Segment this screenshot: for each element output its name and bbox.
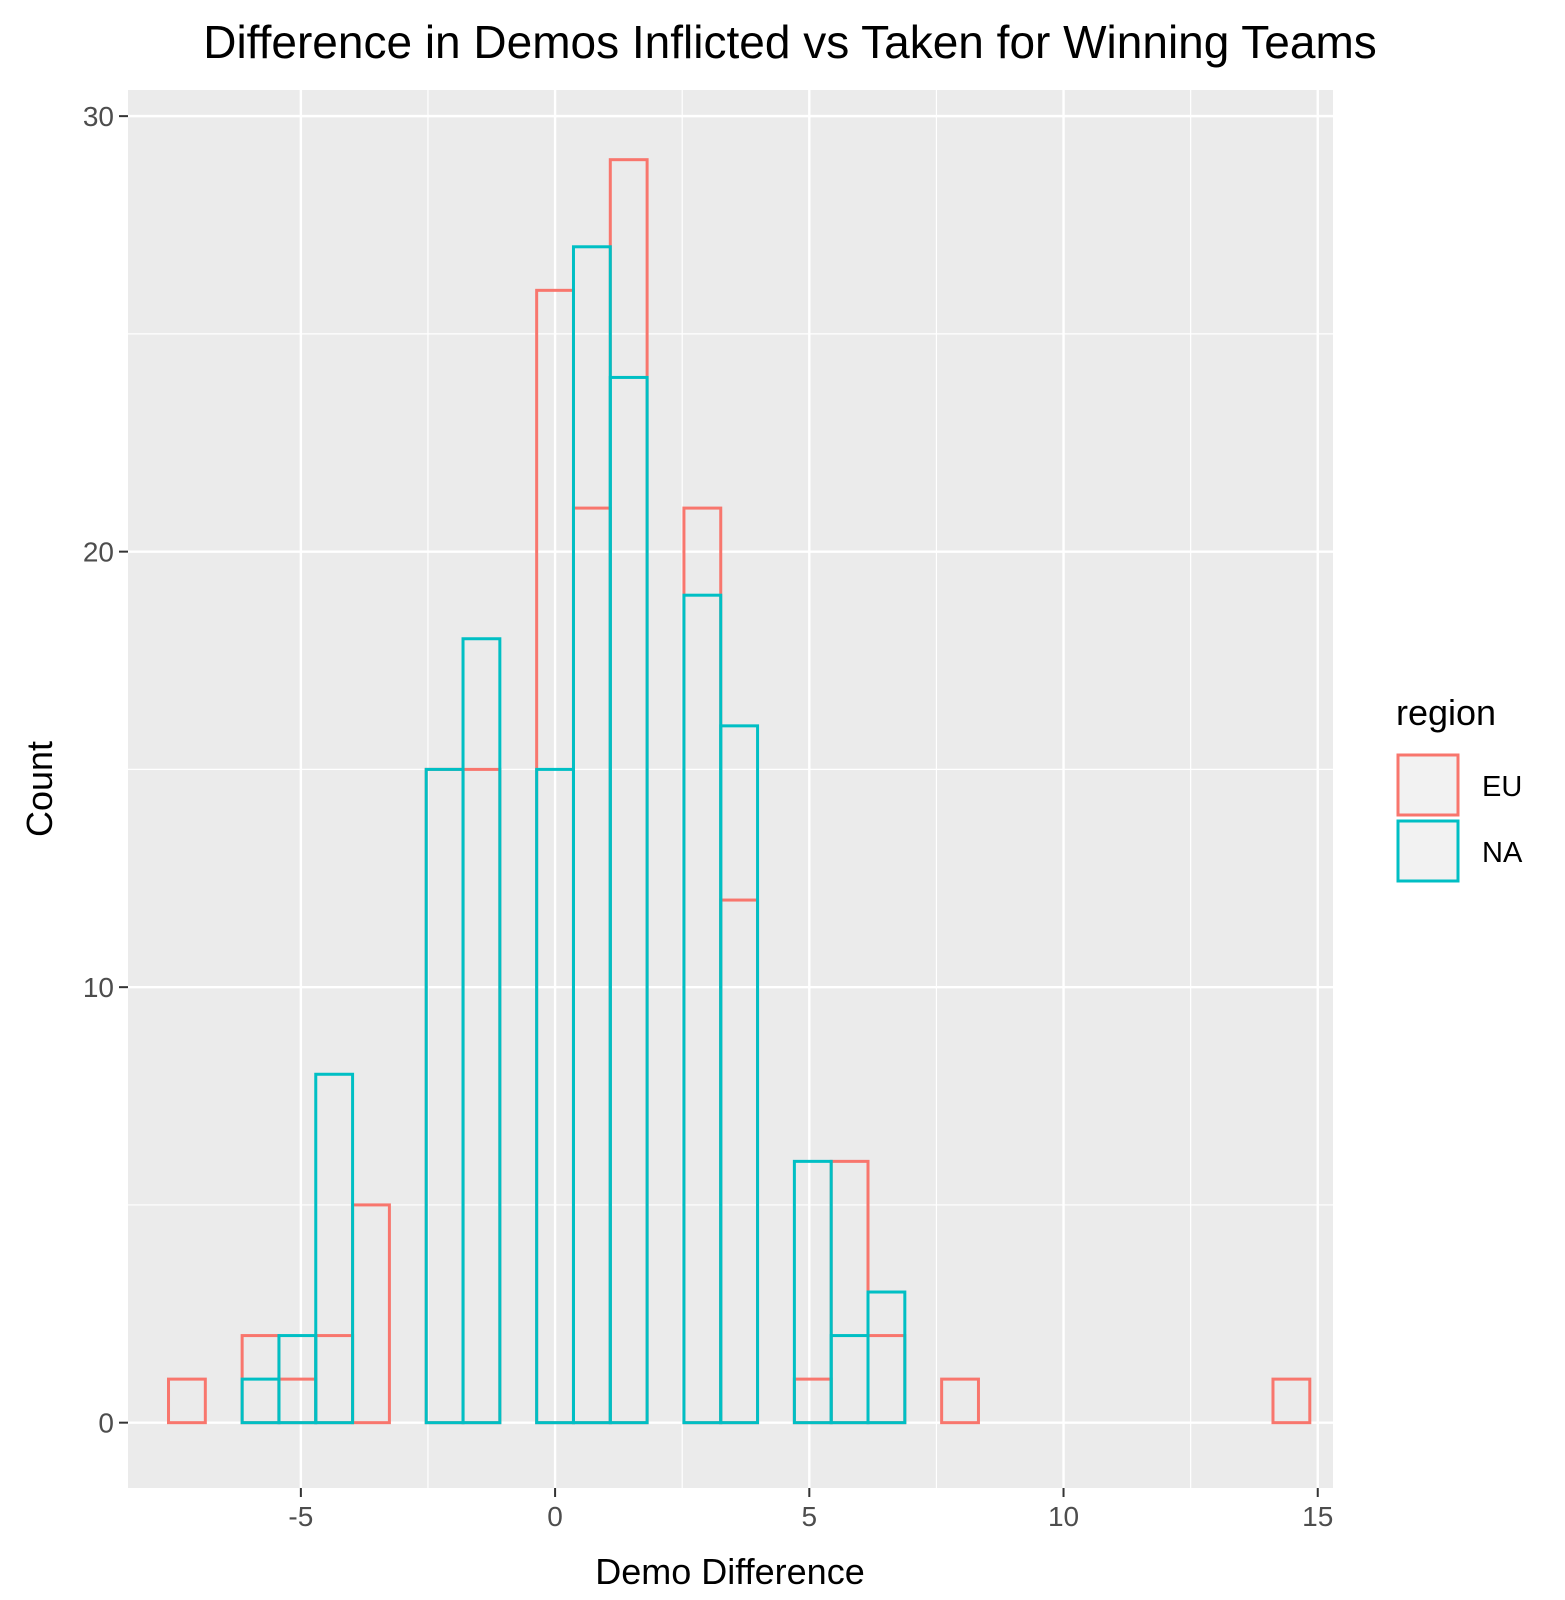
bar-eu (940, 1377, 980, 1425)
y-tick-label: 20 (83, 537, 114, 568)
panel-background (128, 90, 1333, 1488)
bar-na (314, 1072, 355, 1425)
y-tick-label: 0 (98, 1408, 114, 1439)
legend-key-na (1396, 819, 1460, 883)
x-tick-label: -5 (288, 1501, 313, 1532)
series-na (240, 245, 907, 1425)
bar-na (461, 637, 502, 1425)
y-axis-label: Count (19, 741, 60, 837)
x-tick-label: 0 (547, 1501, 563, 1532)
x-axis-label: Demo Difference (595, 1551, 864, 1592)
legend-label-eu: EU (1482, 771, 1522, 803)
bar-eu (167, 1377, 207, 1425)
x-tick-label: 10 (1048, 1501, 1079, 1532)
x-tick-label: 5 (802, 1501, 818, 1532)
legend-key-eu (1396, 753, 1460, 817)
y-tick-label: 10 (83, 972, 114, 1003)
bar-na (866, 1290, 907, 1425)
axis-ticks: -5 0 5 10 15 0 10 20 30 (83, 101, 1333, 1532)
legend-label-na: NA (1482, 837, 1523, 869)
bar-na (608, 375, 649, 1425)
histogram-bars (167, 158, 1312, 1425)
y-tick-label: 30 (83, 101, 114, 132)
bar-eu (1271, 1377, 1312, 1425)
chart-title: Difference in Demos Inflicted vs Taken f… (203, 16, 1377, 68)
legend-title: region (1396, 692, 1496, 733)
x-tick-label: 15 (1302, 1501, 1333, 1532)
bar-na (719, 724, 760, 1425)
bar-na (792, 1159, 833, 1425)
legend: region EU NA (1396, 692, 1523, 883)
